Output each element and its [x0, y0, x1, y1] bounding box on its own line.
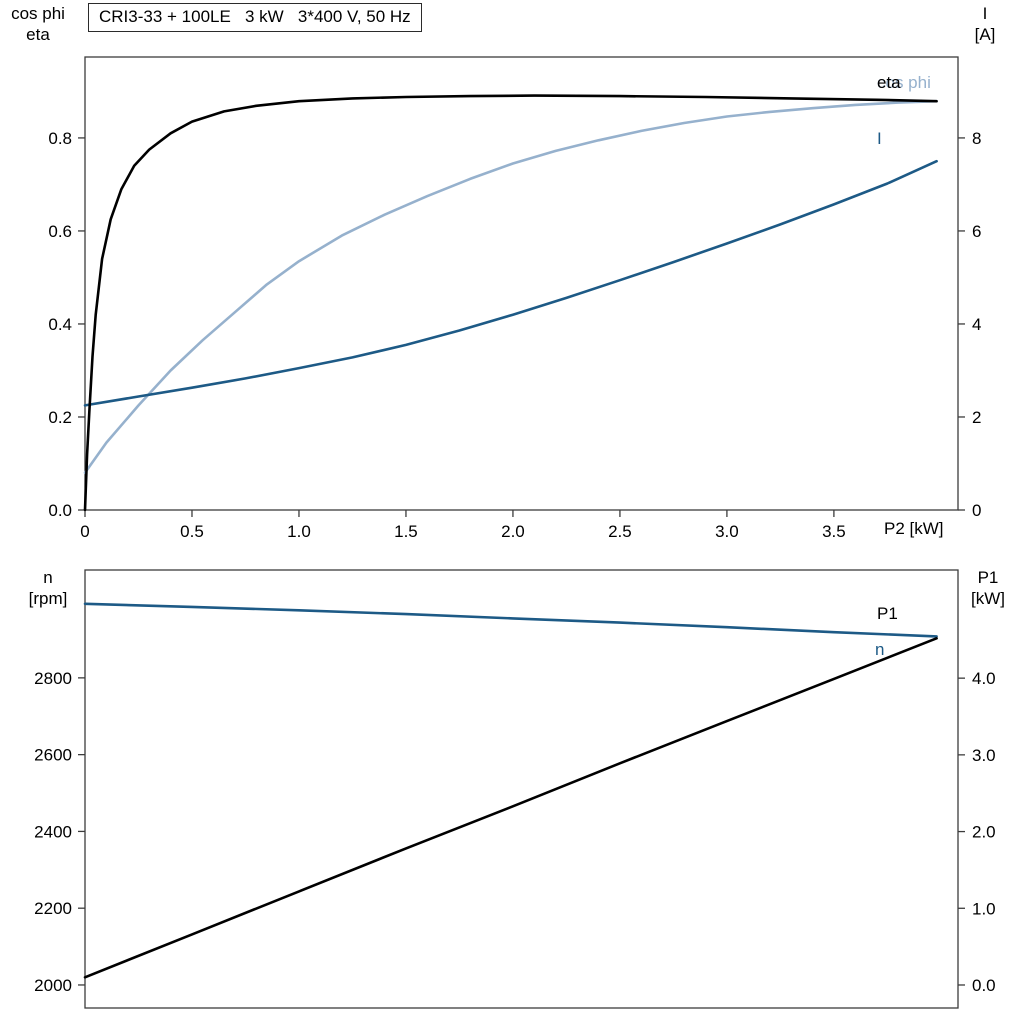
- curve-eta: [83, 94, 938, 512]
- right-tick-label: 2: [972, 408, 981, 427]
- x-tick-label: 3.0: [715, 522, 739, 541]
- curve-n: [83, 602, 938, 638]
- right-tick-label: 0: [972, 501, 981, 520]
- plot-area-0: 0.0 0.2 0.4 0.6 0.8 0 2 4 6 8 0 0.5 1.0 1.5 2.0 2.5 3.0 3…: [48, 56, 981, 541]
- bottom-left-axis-label-line1: n: [43, 568, 53, 587]
- right-tick-label: 8: [972, 129, 981, 148]
- eta-curve-label: eta: [877, 73, 901, 92]
- x-tick-label: 2.5: [608, 522, 632, 541]
- x-tick-label: 3.5: [822, 522, 846, 541]
- right-tick-label: 6: [972, 222, 981, 241]
- plot-frame: [84, 56, 959, 511]
- current-curve-label: I: [877, 129, 882, 148]
- p1-curve-label: P1: [877, 604, 898, 623]
- right-tick-label: 1.0: [972, 899, 996, 918]
- right-tick-label: 4: [972, 315, 981, 334]
- speed-curve-label: n: [875, 640, 885, 659]
- left-tick-label: 2600: [34, 746, 72, 765]
- x-tick-label: 0: [80, 522, 89, 541]
- bottom-right-axis-label-line2: [kW]: [971, 589, 1005, 608]
- left-tick-label: 2400: [34, 822, 72, 841]
- bottom-left-axis-label-line2: [rpm]: [28, 589, 68, 608]
- curve-I: [83, 159, 938, 407]
- x-tick-label: 1.0: [287, 522, 311, 541]
- x-tick-label: 2.0: [501, 522, 525, 541]
- right-tick-label: 0.0: [972, 976, 996, 995]
- left-tick-label: 0.4: [48, 315, 72, 334]
- chart-title-box: CRI3-33 + 100LE 3 kW 3*400 V, 50 Hz: [88, 3, 422, 32]
- x-axis-label: P2 [kW]: [884, 519, 944, 538]
- left-tick-label: 0.2: [48, 408, 72, 427]
- top-right-axis-label-line1: I: [982, 4, 988, 23]
- plot-area-1: 2000 2200 2400 2600 2800 0.0 1.0 2.0 3.0 4.0: [34, 569, 996, 1009]
- left-tick-label: 0.8: [48, 129, 72, 148]
- curve-P1: [83, 637, 938, 979]
- x-tick-label: 0.5: [180, 522, 204, 541]
- bottom-right-axis-label-line1: P1: [977, 568, 999, 587]
- left-tick-label: 2800: [34, 669, 72, 688]
- top-left-axis-label-line2: eta: [26, 25, 50, 44]
- x-tick-label: 1.5: [394, 522, 418, 541]
- left-tick-label: 0.0: [48, 501, 72, 520]
- left-tick-label: 2200: [34, 899, 72, 918]
- curve-cos_phi: [83, 99, 938, 475]
- plot-frame: [84, 569, 959, 1009]
- top-right-axis-label-line2: [A]: [974, 25, 996, 44]
- top-left-axis-label-line1: cos phi: [11, 4, 65, 23]
- right-tick-label: 4.0: [972, 669, 996, 688]
- cos-phi-curve-label: cos phi: [877, 73, 931, 92]
- right-tick-label: 3.0: [972, 746, 996, 765]
- right-tick-label: 2.0: [972, 823, 996, 842]
- left-tick-label: 2000: [34, 976, 72, 995]
- left-tick-label: 0.6: [48, 222, 72, 241]
